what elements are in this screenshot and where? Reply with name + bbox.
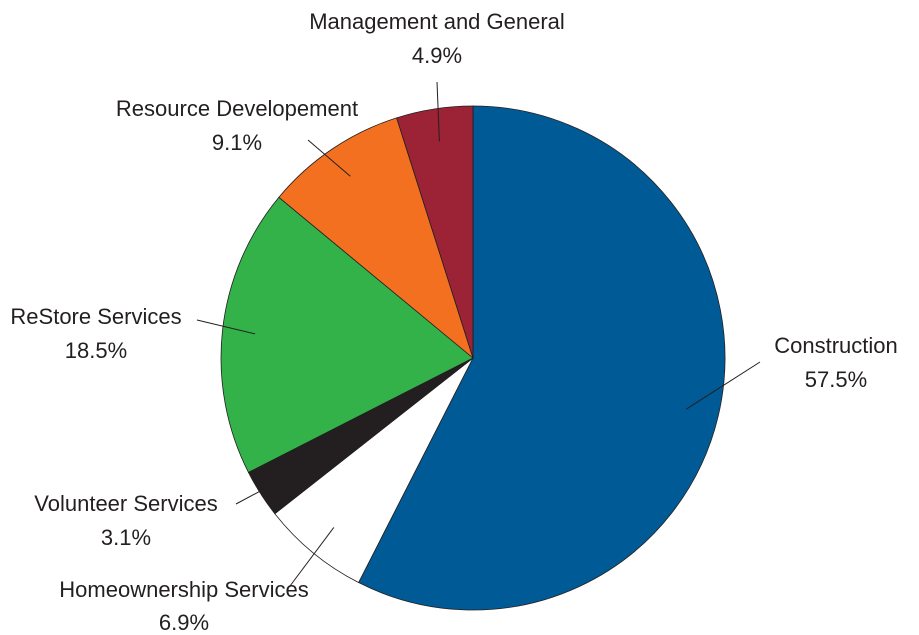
slice-value-restore-services: 18.5% xyxy=(65,338,127,363)
slice-value-resource-developement: 9.1% xyxy=(212,130,262,155)
pie-slices xyxy=(221,106,725,610)
slice-label-resource-developement: Resource Developement xyxy=(116,96,358,121)
slice-label-construction: Construction xyxy=(774,333,898,358)
slice-label-restore-services: ReStore Services xyxy=(10,304,181,329)
slice-value-construction: 57.5% xyxy=(805,367,867,392)
slice-value-homeownership-services: 6.9% xyxy=(159,610,209,635)
slice-label-management-and-general: Management and General xyxy=(309,9,565,34)
slice-label-volunteer-services: Volunteer Services xyxy=(34,491,217,516)
slice-value-management-and-general: 4.9% xyxy=(412,43,462,68)
slice-label-homeownership-services: Homeownership Services xyxy=(59,577,308,602)
slice-value-volunteer-services: 3.1% xyxy=(101,525,151,550)
